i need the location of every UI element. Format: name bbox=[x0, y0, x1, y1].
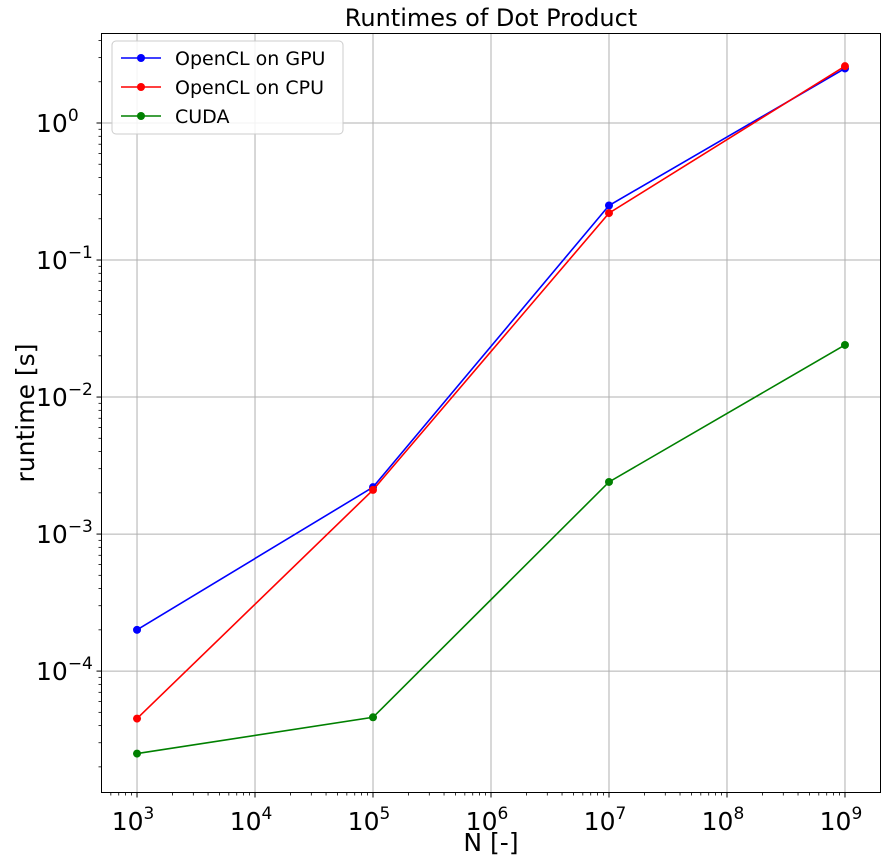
legend-box bbox=[111, 40, 344, 135]
y-tick-label: 10−2 bbox=[36, 380, 93, 412]
x-axis-label: N [-] bbox=[463, 828, 518, 857]
x-tick-label: 108 bbox=[702, 804, 745, 836]
data-point bbox=[133, 749, 142, 758]
series-line-2 bbox=[136, 344, 846, 755]
series-line-1 bbox=[136, 65, 846, 720]
data-point bbox=[840, 340, 849, 349]
data-point bbox=[133, 625, 142, 634]
legend-label: OpenCL on CPU bbox=[175, 77, 324, 99]
x-tick-label: 105 bbox=[348, 804, 391, 836]
x-tick-label: 104 bbox=[230, 804, 273, 836]
data-point bbox=[840, 62, 849, 71]
chart-title: Runtimes of Dot Product bbox=[345, 4, 637, 32]
legend: OpenCL on GPU OpenCL on CPU CUDA bbox=[111, 40, 344, 135]
axis-ticks: 103 104 105 106 107 108 109 10−4 10−3 10−2 10−1 100 bbox=[36, 40, 863, 836]
data-point bbox=[604, 201, 613, 210]
y-tick-label: 100 bbox=[36, 106, 79, 138]
data-series bbox=[133, 62, 849, 758]
series-line-0 bbox=[136, 67, 846, 631]
data-point bbox=[604, 477, 613, 486]
y-tick-label: 10−1 bbox=[36, 243, 93, 275]
grid-lines bbox=[101, 33, 881, 793]
legend-marker bbox=[137, 54, 145, 62]
x-tick-label: 109 bbox=[820, 804, 863, 836]
legend-marker bbox=[137, 112, 145, 120]
y-tick-label: 10−3 bbox=[36, 517, 93, 549]
x-tick-label: 106 bbox=[466, 804, 509, 836]
legend-label: CUDA bbox=[175, 106, 229, 128]
legend-label: OpenCL on GPU bbox=[175, 48, 325, 70]
y-axis-label: runtime [s] bbox=[11, 344, 40, 483]
x-tick-label: 107 bbox=[584, 804, 627, 836]
data-point bbox=[604, 209, 613, 218]
data-point bbox=[133, 714, 142, 723]
x-tick-label: 103 bbox=[112, 804, 155, 836]
data-point bbox=[369, 485, 378, 494]
data-point bbox=[369, 713, 378, 722]
legend-marker bbox=[137, 83, 145, 91]
y-tick-label: 10−4 bbox=[36, 654, 93, 686]
